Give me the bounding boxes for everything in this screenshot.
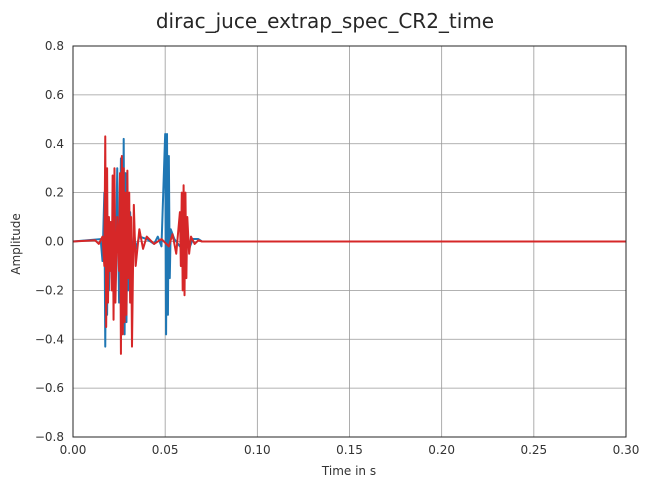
y-tick-label: −0.2 [35,283,64,297]
y-tick-label: 0.8 [45,39,64,53]
y-axis-ticks: 0.8 0.6 0.4 0.2 0.0 −0.2 −0.4 −0.6 −0.8 [35,39,64,444]
x-tick-label: 0.00 [60,443,87,457]
y-tick-label: 0.6 [45,88,64,102]
x-tick-label: 0.20 [428,443,455,457]
series-line-2 [72,135,626,355]
x-axis-ticks: 0.00 0.05 0.10 0.15 0.20 0.25 0.30 [60,443,640,457]
y-tick-label: −0.8 [35,430,64,444]
x-tick-label: 0.15 [336,443,363,457]
x-tick-label: 0.10 [244,443,271,457]
plot-frame [72,45,627,438]
y-axis-label: Amplitude [9,213,23,275]
x-axis-label: Time in s [321,464,376,478]
y-tick-label: 0.0 [45,235,64,249]
x-tick-label: 0.30 [613,443,640,457]
chart-title: dirac_juce_extrap_spec_CR2_time [156,9,494,33]
y-tick-label: −0.6 [35,381,64,395]
x-tick-label: 0.05 [152,443,179,457]
y-tick-label: 0.2 [45,186,64,200]
y-tick-label: 0.4 [45,137,64,151]
series-layer [72,132,626,355]
x-tick-label: 0.25 [520,443,547,457]
y-tick-label: −0.4 [35,332,64,346]
